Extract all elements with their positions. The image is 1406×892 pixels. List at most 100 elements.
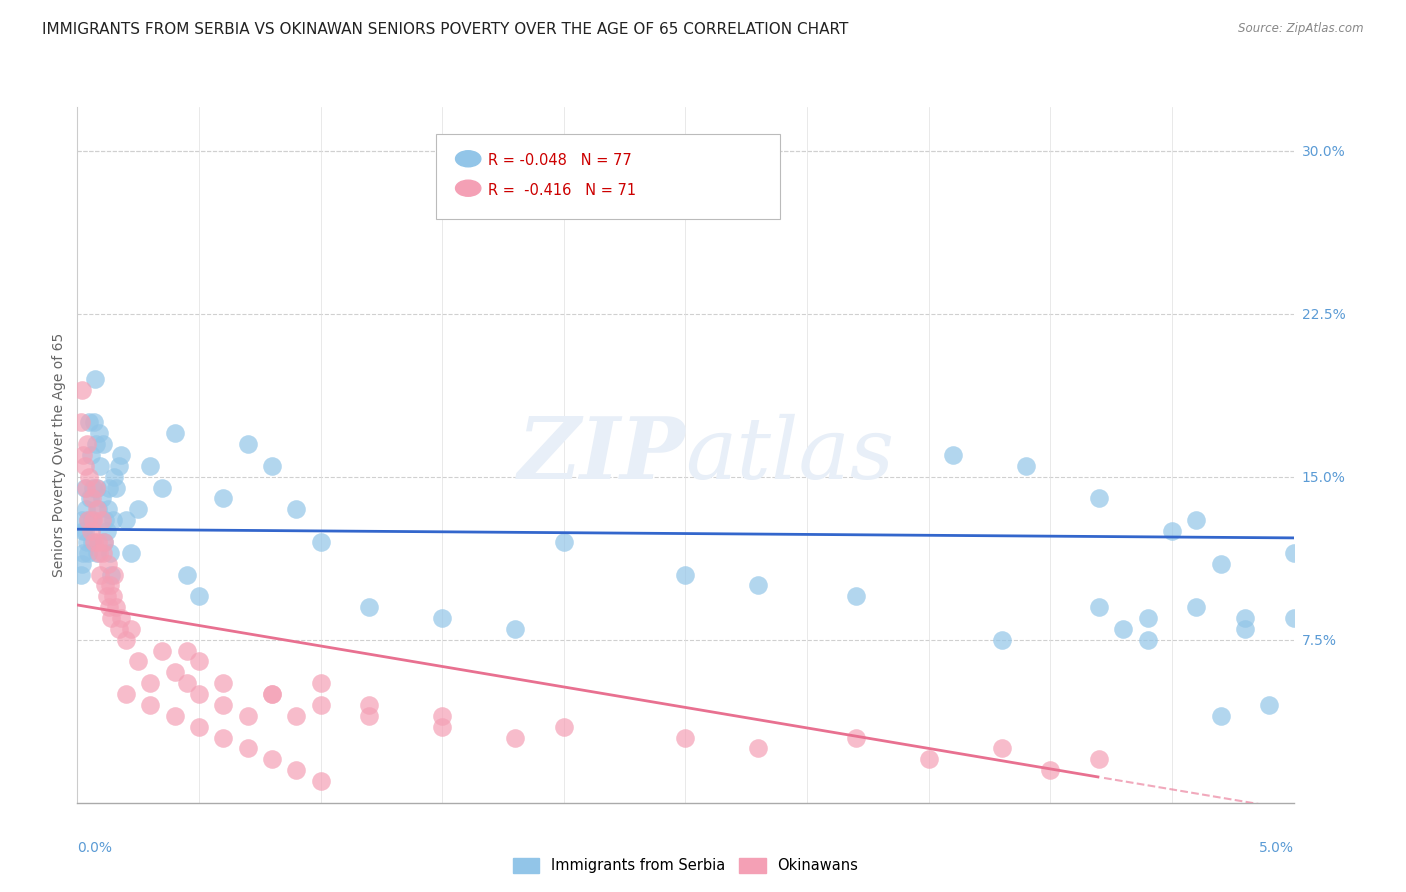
Point [260,687,283,701]
Point [212,676,235,690]
Point [260,687,283,701]
Point [1258,698,1281,712]
Point [110,611,132,625]
Point [553,720,575,734]
Point [97,600,120,615]
Point [942,448,965,462]
Point [70,415,93,429]
Text: IMMIGRANTS FROM SERBIA VS OKINAWAN SENIORS POVERTY OVER THE AGE OF 65 CORRELATIO: IMMIGRANTS FROM SERBIA VS OKINAWAN SENIO… [42,22,849,37]
Point [1039,763,1062,777]
Point [100,611,122,625]
Point [1136,632,1159,647]
Point [86,481,108,495]
Point [1185,600,1208,615]
Point [359,698,381,712]
Point [845,589,868,603]
Point [89,458,111,473]
Point [98,546,121,560]
Point [285,763,308,777]
Point [990,632,1012,647]
Point [212,698,235,712]
Text: 5.0%: 5.0% [1258,841,1294,855]
Point [80,491,103,506]
Point [212,491,235,506]
Point [75,502,97,516]
Point [503,622,526,636]
Point [86,502,108,516]
Point [1088,600,1111,615]
Point [747,578,769,592]
Point [93,535,115,549]
Point [120,546,142,560]
Point [260,752,283,766]
Point [139,698,162,712]
Point [236,708,259,723]
Point [1015,458,1038,473]
Point [503,731,526,745]
Point [675,731,697,745]
Point [110,448,132,462]
Point [72,524,94,538]
Point [79,491,101,506]
Point [1088,752,1111,766]
Text: ZIP: ZIP [517,413,686,497]
Point [432,611,454,625]
Point [97,557,120,571]
Point [91,437,114,451]
Point [89,567,111,582]
Point [1233,611,1256,625]
Point [91,546,114,560]
Text: atlas: atlas [686,414,894,496]
Point [77,513,100,527]
Point [87,502,110,516]
Point [139,458,162,473]
Point [115,687,138,701]
Point [83,535,105,549]
Point [86,546,108,560]
Point [176,643,198,657]
Point [309,774,332,789]
Point [79,415,101,429]
Point [80,448,103,462]
Point [101,513,124,527]
Y-axis label: Seniors Poverty Over the Age of 65: Seniors Poverty Over the Age of 65 [52,333,66,577]
Point [84,481,107,495]
Point [90,491,112,506]
Point [285,708,308,723]
Point [236,437,259,451]
Point [93,535,115,549]
Point [90,513,112,527]
Point [103,567,125,582]
Point [79,469,101,483]
Point [152,643,174,657]
Legend: Immigrants from Serbia, Okinawans: Immigrants from Serbia, Okinawans [506,852,865,879]
Point [115,513,138,527]
Point [70,567,93,582]
Point [236,741,259,756]
Point [309,676,332,690]
Point [103,469,125,483]
Point [84,437,107,451]
Point [76,535,98,549]
Point [77,513,100,527]
Point [1161,524,1184,538]
Point [73,481,96,495]
Point [309,698,332,712]
Point [553,535,575,549]
Text: R = -0.048   N = 77: R = -0.048 N = 77 [488,153,631,169]
Point [1209,557,1232,571]
Point [83,372,105,386]
Point [1282,611,1305,625]
Point [76,437,98,451]
Point [359,600,381,615]
Point [89,546,111,560]
Point [1185,513,1208,527]
Point [163,665,186,680]
Point [188,687,211,701]
Point [101,589,124,603]
Point [107,458,129,473]
Point [120,622,142,636]
Point [83,415,105,429]
Point [70,513,93,527]
Text: 0.0%: 0.0% [77,841,112,855]
